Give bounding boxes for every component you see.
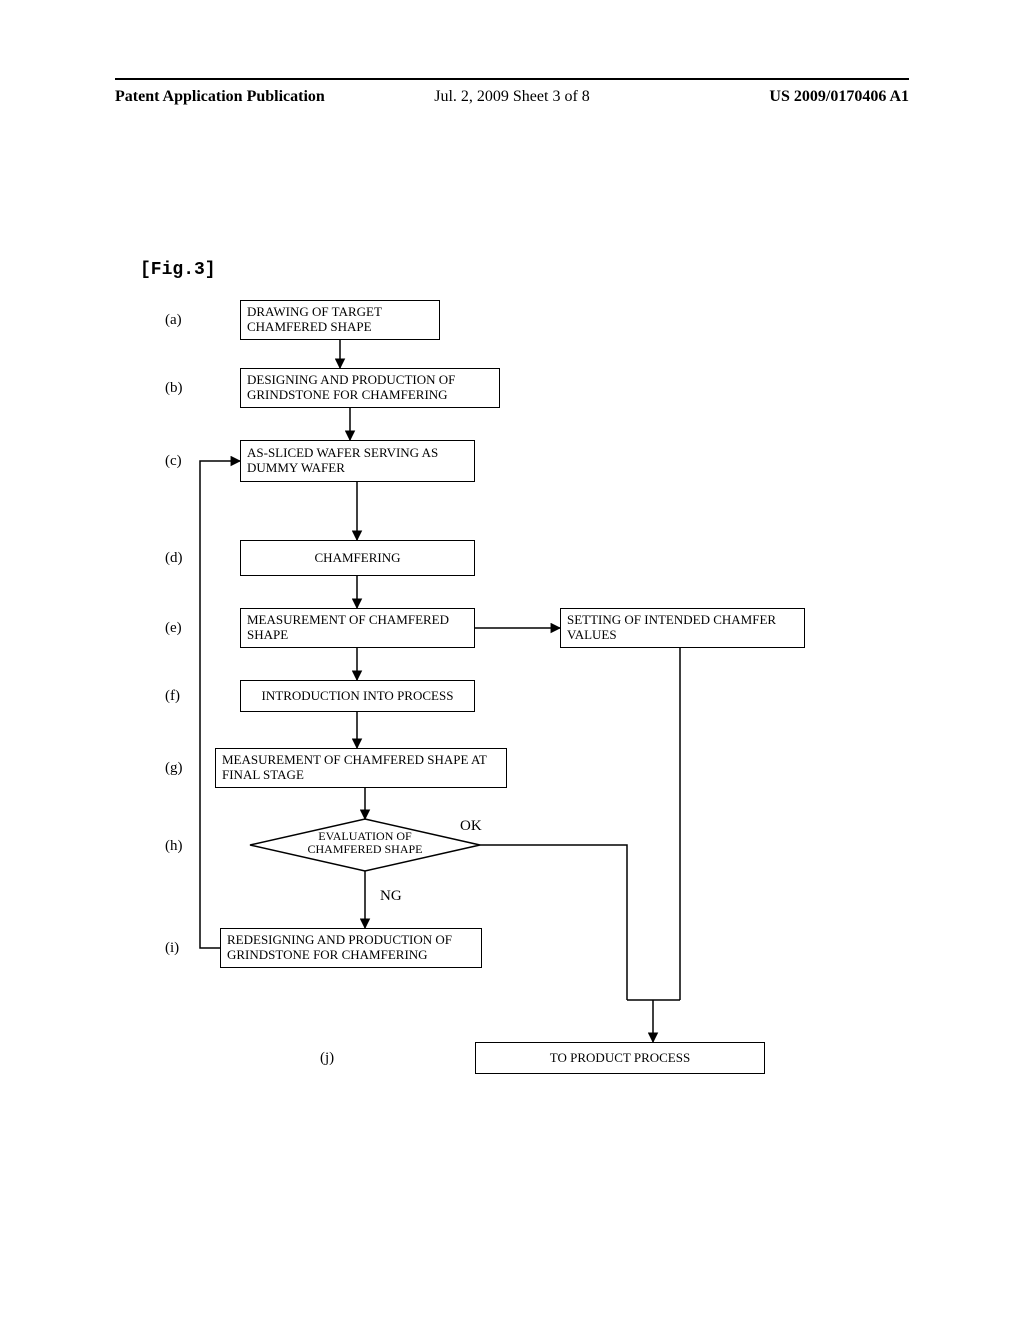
edge-label-ok: OK	[460, 818, 482, 835]
edge-i-c-loop	[200, 461, 240, 948]
flow-svg	[0, 0, 1024, 1320]
page: Patent Application Publication Jul. 2, 2…	[0, 0, 1024, 1320]
edge-h-ok	[480, 845, 627, 1000]
edge-label-ng: NG	[380, 888, 402, 905]
flowchart: (a) (b) (c) (d) (e) (f) (g) (h) (i) (j) …	[0, 0, 1024, 1320]
node-h-text: EVALUATION OF CHAMFERED SHAPE	[295, 830, 435, 856]
